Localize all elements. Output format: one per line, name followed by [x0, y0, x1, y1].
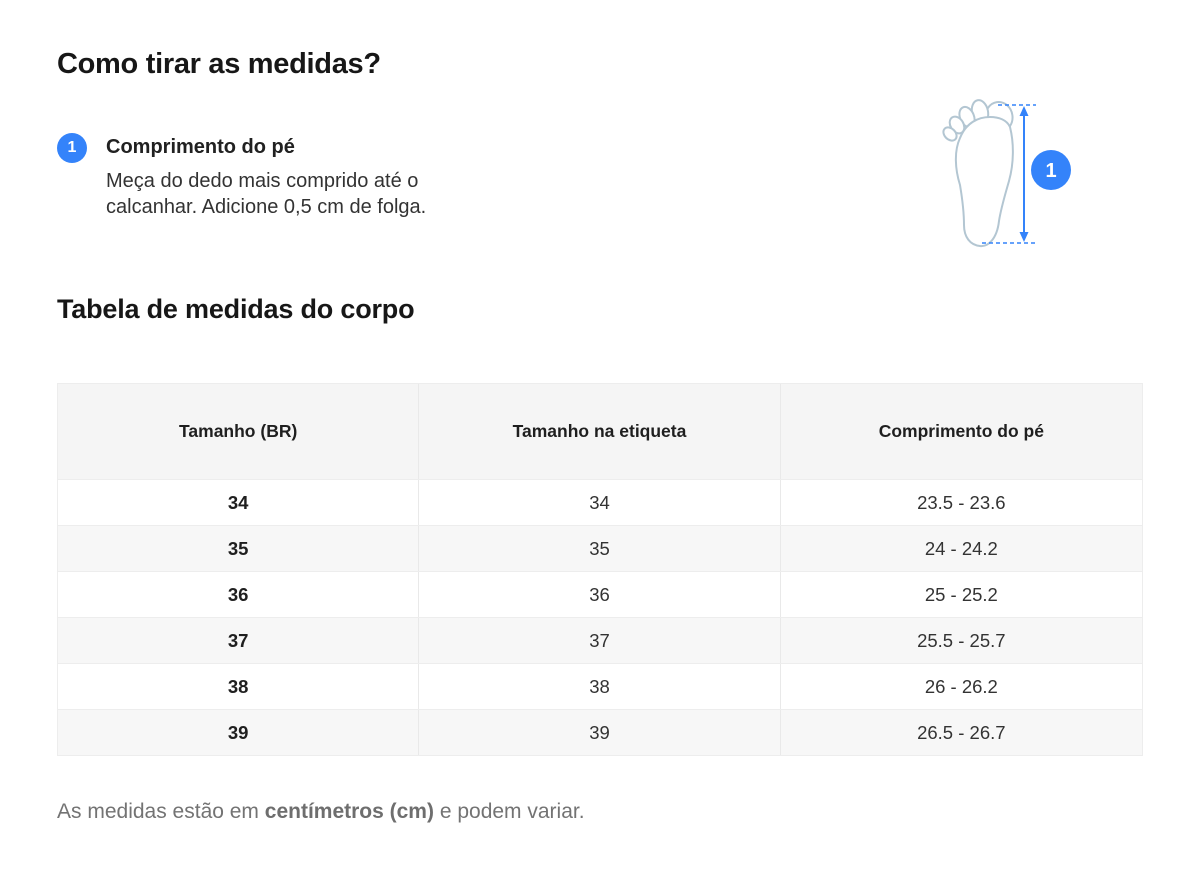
table-cell: 37 [58, 618, 420, 663]
footnote-bold-text: centímetros (cm) [264, 800, 434, 823]
step-title: Comprimento do pé [106, 136, 295, 158]
table-row: 35 35 24 - 24.2 [58, 525, 1142, 571]
table-cell: 36 [58, 572, 420, 617]
table-row: 37 37 25.5 - 25.7 [58, 617, 1142, 663]
column-header: Tamanho (BR) [58, 384, 420, 479]
measure-step: 1 Comprimento do pé Meça do dedo mais co… [57, 133, 511, 220]
column-header: Tamanho na etiqueta [419, 384, 781, 479]
table-cell: 35 [419, 526, 781, 571]
table-cell: 26.5 - 26.7 [917, 721, 1006, 743]
step-body: Comprimento do pé Meça do dedo mais comp… [106, 133, 511, 220]
table-cell: 39 [419, 710, 781, 755]
table-row: 34 34 23.5 - 23.6 [58, 479, 1142, 525]
measurement-arrow [982, 104, 1036, 244]
diagram-marker-badge [1031, 150, 1071, 190]
table-cell: 35 [58, 526, 420, 571]
size-table: Tamanho (BR) Tamanho na etiqueta Comprimen… [57, 383, 1143, 756]
page-title: Como tirar as medidas? [57, 48, 381, 80]
diagram-marker-number: 1 [1045, 160, 1056, 182]
table-section-title: Tabela de medidas do corpo [57, 294, 415, 324]
table-cell: 36 [419, 572, 781, 617]
table-cell: 23.5 - 23.6 [917, 491, 1006, 513]
column-header: Comprimento do pé [878, 421, 1044, 441]
footnote: As medidas estão em centímetros (cm) e p… [57, 800, 585, 824]
table-cell: 39 [58, 710, 420, 755]
table-cell: 34 [58, 480, 420, 525]
footnote-text-suffix: e podem variar. [433, 800, 585, 823]
table-cell: 25.5 - 25.7 [917, 629, 1006, 651]
foot-outline-icon: 1 [942, 99, 1071, 248]
table-header-row: Tamanho (BR) Tamanho na etiqueta Comprimen… [58, 384, 1142, 479]
table-row: 39 39 26.5 - 26.7 [58, 709, 1142, 755]
step-number-badge: 1 [57, 133, 87, 163]
table-body: 34 34 23.5 - 23.6 35 35 24 - 24.2 36 36 25 - 25.… [58, 479, 1142, 755]
table-cell: 26 - 26.2 [924, 675, 998, 697]
table-row: 36 36 25 - 25.2 [58, 571, 1142, 617]
table-cell: 38 [419, 664, 781, 709]
table-cell: 38 [58, 664, 420, 709]
table-cell: 25 - 25.2 [924, 583, 998, 605]
table-cell: 34 [419, 480, 781, 525]
foot-measurement-diagram: 1 [930, 93, 1090, 258]
step-description: Meça do dedo mais comprido até o calcanh… [106, 170, 427, 218]
table-cell: 37 [419, 618, 781, 663]
table-row: 38 38 26 - 26.2 [58, 663, 1142, 709]
footnote-text-prefix: As medidas estão em [57, 800, 265, 823]
table-cell: 24 - 24.2 [924, 537, 998, 559]
